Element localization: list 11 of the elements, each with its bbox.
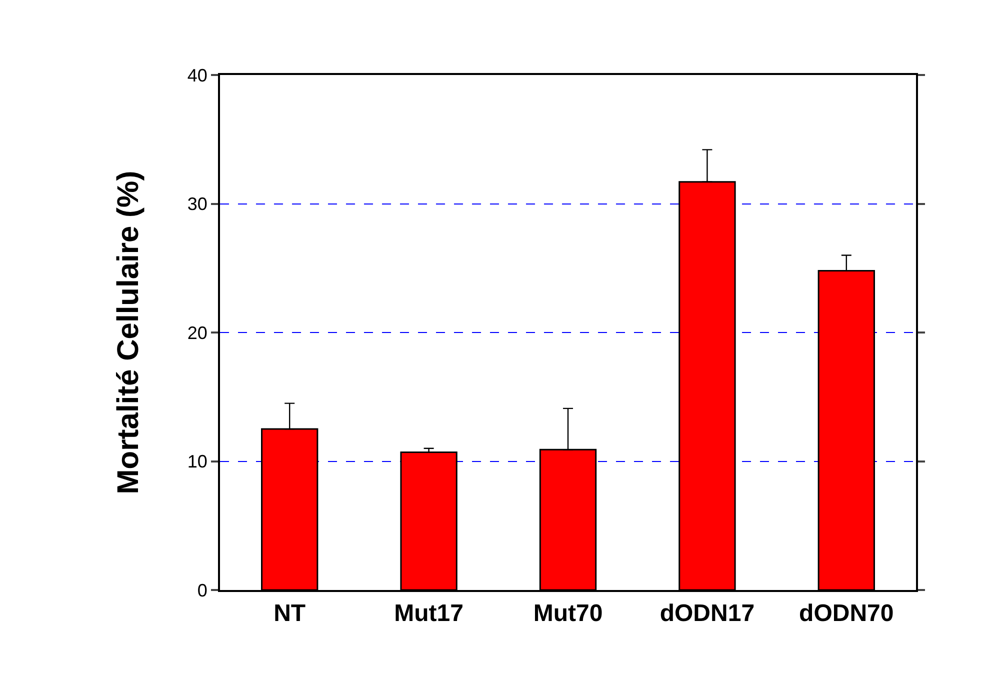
x-tick-label: Mut17 bbox=[394, 600, 464, 627]
y-tick-label: 30 bbox=[187, 194, 208, 214]
x-tick-label: dODN70 bbox=[799, 600, 894, 627]
y-tick-label: 40 bbox=[187, 65, 208, 86]
x-tick-label: dODN17 bbox=[660, 600, 755, 627]
y-tick-label: 0 bbox=[197, 580, 208, 600]
y-tick-label: 10 bbox=[187, 452, 208, 472]
y-axis-title: Mortalité Cellulaire (%) bbox=[112, 170, 145, 494]
x-tick-label: Mut70 bbox=[533, 600, 603, 627]
x-tick-label: NT bbox=[274, 600, 306, 627]
y-tick-label: 20 bbox=[187, 322, 208, 343]
